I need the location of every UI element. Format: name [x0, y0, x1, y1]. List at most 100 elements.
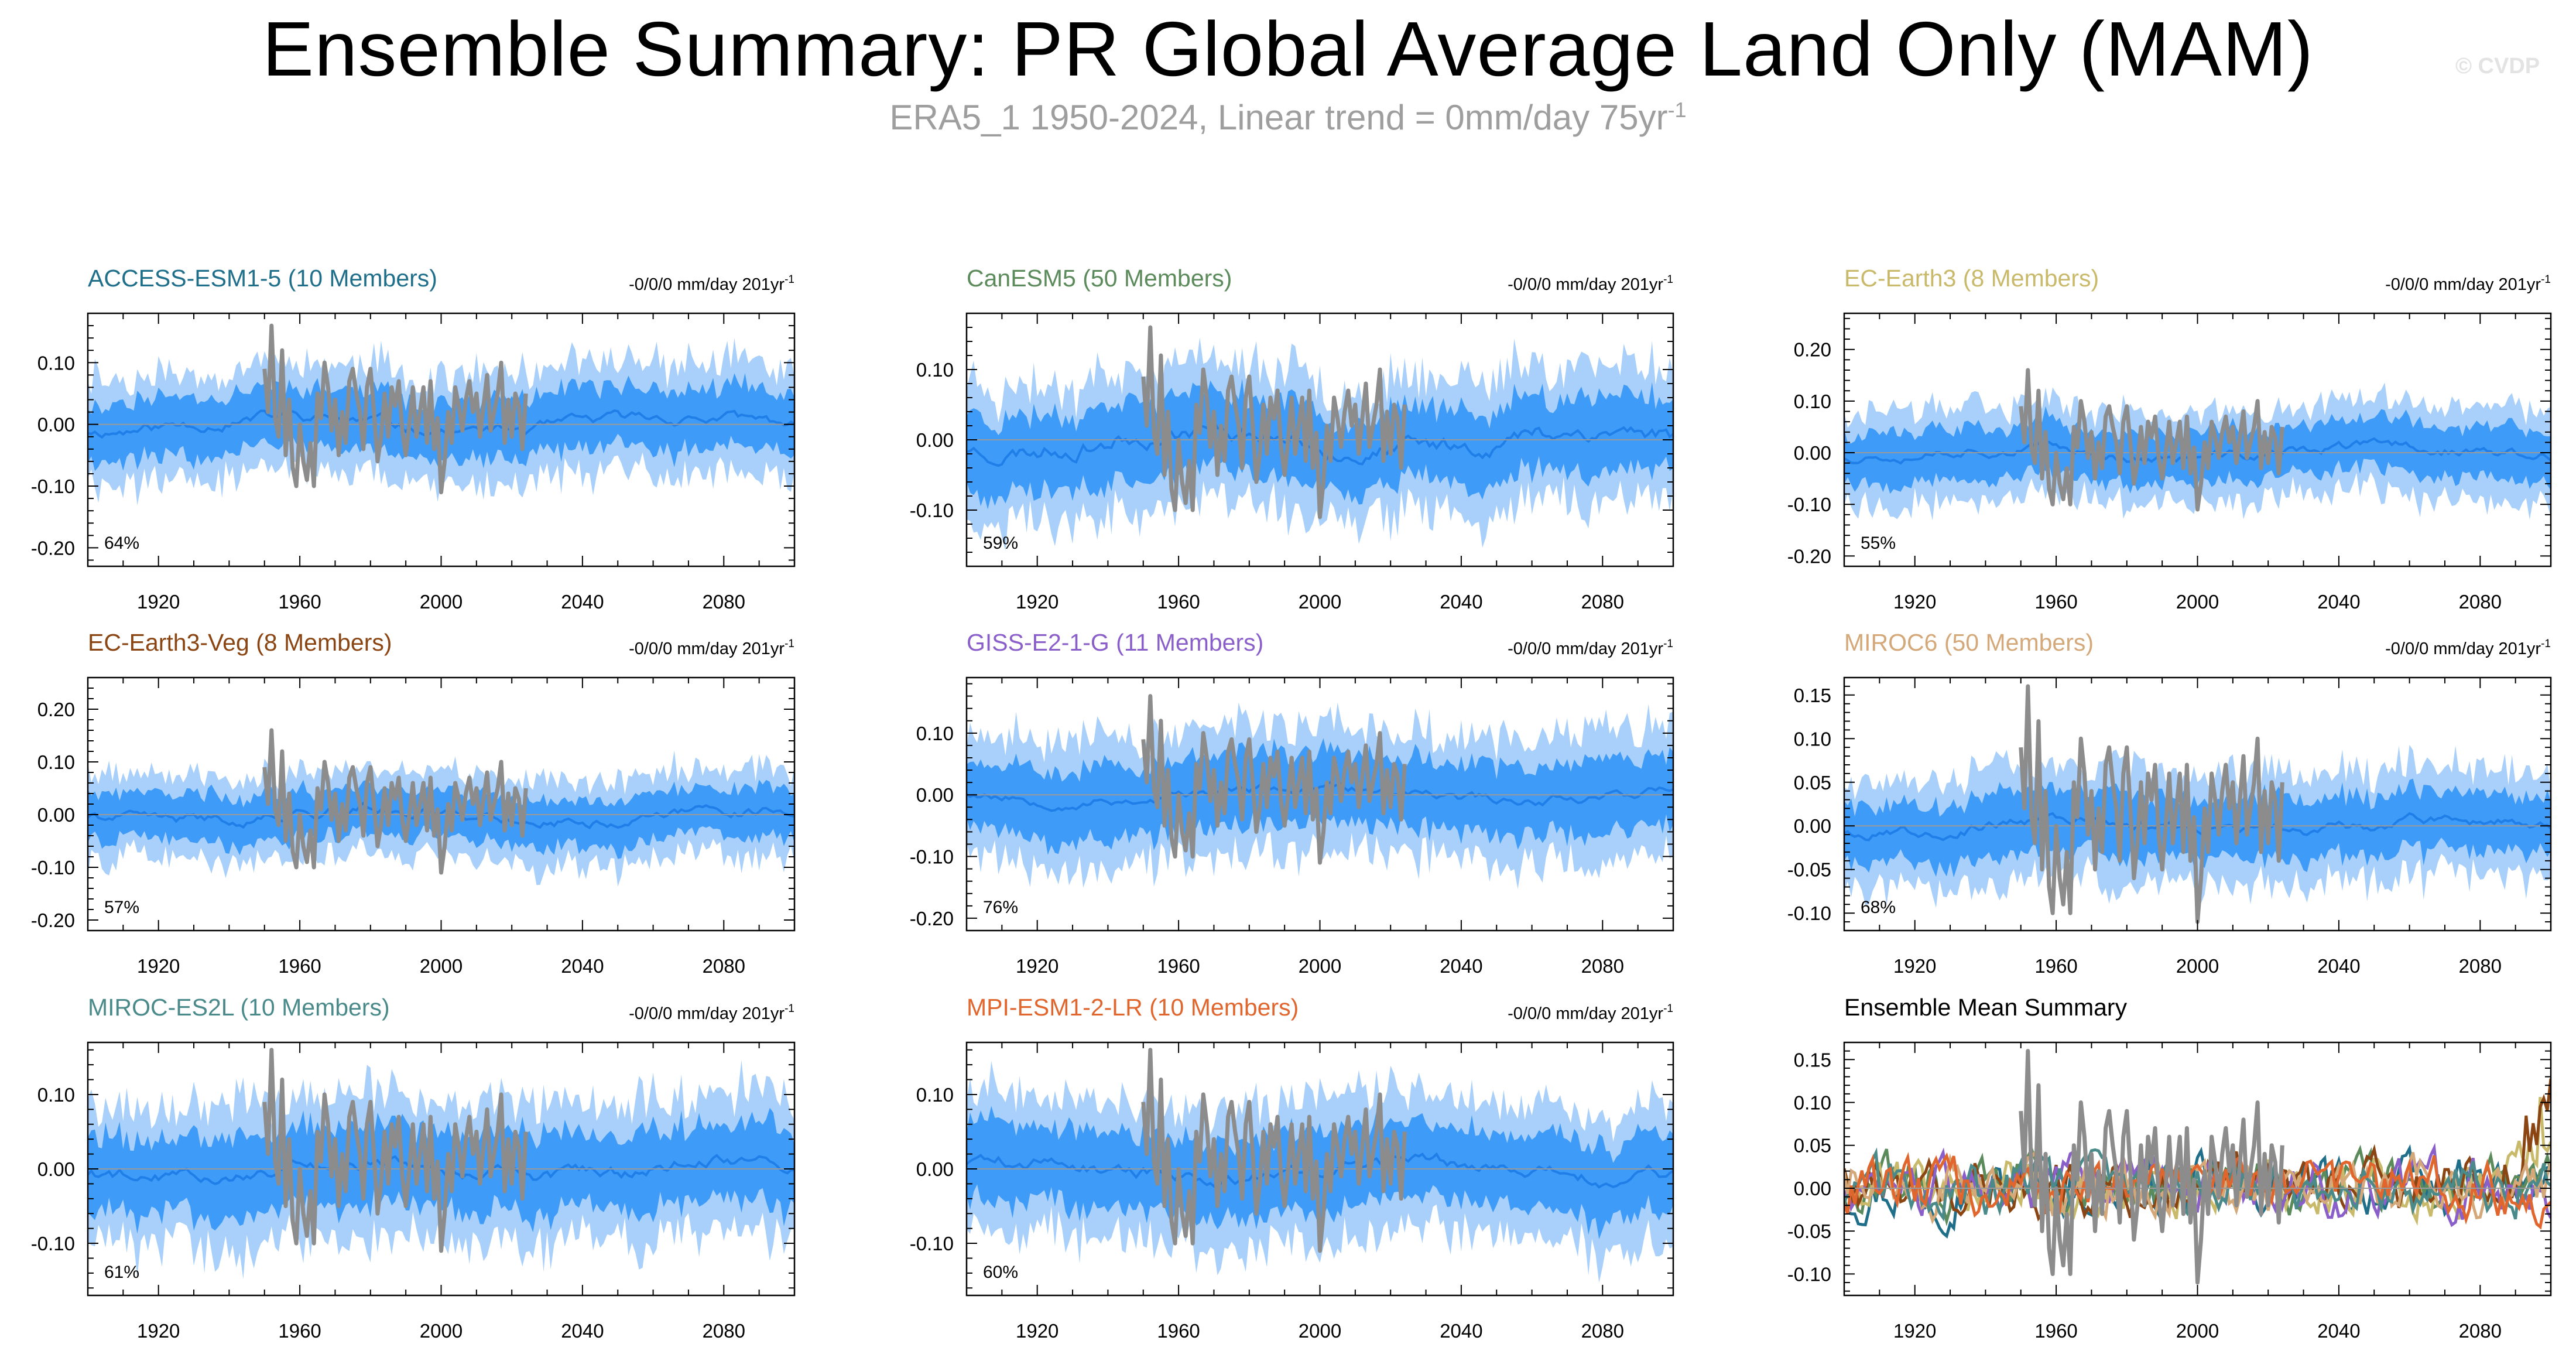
y-tick-label: 0.00: [916, 429, 954, 451]
y-tick-label: -0.10: [910, 846, 954, 868]
x-tick-label: 1920: [1893, 955, 1936, 977]
y-tick-label: 0.00: [916, 784, 954, 806]
panel-data: [1844, 368, 2551, 521]
y-tick-label: -0.10: [910, 1233, 954, 1254]
y-tick-label: 0.10: [37, 751, 75, 773]
trend-text: -0/0/0 mm/day 201yr: [629, 640, 785, 658]
panel-title: GISS-E2-1-G (11 Members): [967, 629, 1263, 656]
observation-line: [2019, 1049, 2284, 1285]
y-tick-label: 0.10: [916, 723, 954, 744]
trend-text: -0/0/0 mm/day 201yr: [1508, 1004, 1663, 1023]
y-tick-label: 0.10: [1794, 1092, 1831, 1114]
trend-superscript: -1: [1663, 1003, 1673, 1015]
panel-title: ACCESS-ESM1-5 (10 Members): [88, 265, 437, 292]
trend-text: -0/0/0 mm/day 201yr: [1508, 640, 1663, 658]
x-tick-label: 2040: [1440, 1320, 1482, 1342]
x-tick-label: 2040: [561, 591, 604, 613]
x-tick-label: 1960: [278, 591, 321, 613]
trend-text: -0/0/0 mm/day 201yr: [629, 1004, 785, 1023]
x-tick-label: 2080: [1581, 591, 1624, 613]
panel-title: MIROC-ES2L (10 Members): [88, 994, 390, 1021]
panel-trend-label: -0/0/0 mm/day 201yr-1: [1508, 638, 1673, 658]
trend-superscript: -1: [785, 638, 794, 650]
panel-title: MIROC6 (50 Members): [1844, 629, 2094, 656]
panel-percent-label: 68%: [1861, 898, 1896, 917]
y-tick-label: 0.10: [1794, 728, 1831, 750]
x-tick-label: 1960: [1157, 955, 1200, 977]
x-tick-label: 2000: [420, 1320, 463, 1342]
x-tick-label: 2000: [420, 955, 463, 977]
y-tick-label: -0.05: [1787, 859, 1831, 881]
panel-data: [88, 1048, 794, 1280]
subtitle-text: ERA5_1 1950-2024, Linear trend = 0mm/day…: [889, 98, 1668, 137]
y-tick-label: 0.00: [1794, 442, 1831, 464]
panel-mpi: MPI-ESM1-2-LR (10 Members) -0/0/0 mm/day …: [910, 994, 1674, 1342]
x-tick-label: 2040: [561, 955, 604, 977]
x-tick-label: 2000: [420, 591, 463, 613]
model-mean-line-8: [1844, 1151, 2551, 1230]
x-tick-label: 2000: [2176, 955, 2219, 977]
trend-superscript: -1: [785, 273, 794, 286]
panel-summary: Ensemble Mean Summary 1920 1960 2000 2040 208…: [1787, 994, 2552, 1342]
panel-title: EC-Earth3 (8 Members): [1844, 265, 2099, 292]
y-tick-label: 0.10: [37, 352, 75, 374]
y-tick-label: 0.00: [916, 1158, 954, 1180]
trend-text: -0/0/0 mm/day 201yr: [629, 275, 785, 294]
ensemble-mean-line: [1844, 812, 2551, 842]
ensemble-mean-line: [967, 1152, 1673, 1189]
trend-text: -0/0/0 mm/day 201yr: [1508, 275, 1663, 294]
panel-trend-label: -0/0/0 mm/day 201yr-1: [629, 1003, 794, 1023]
y-tick-label: 0.10: [37, 1084, 75, 1106]
ensemble-mean-line: [967, 781, 1673, 812]
panel-trend-label: -0/0/0 mm/day 201yr-1: [629, 638, 794, 658]
y-tick-label: 0.20: [37, 699, 75, 720]
y-tick-label: -0.05: [1787, 1220, 1831, 1242]
x-tick-label: 2000: [1299, 1320, 1341, 1342]
panel-miroces2l: MIROC-ES2L (10 Members) -0/0/0 mm/day 201…: [31, 994, 796, 1342]
trend-superscript: -1: [2541, 638, 2551, 650]
x-tick-label: 1960: [278, 955, 321, 977]
x-tick-label: 1920: [1893, 591, 1936, 613]
y-tick-label: -0.10: [1787, 494, 1831, 515]
panel-data: [967, 1048, 1673, 1283]
panel-percent-label: 60%: [983, 1263, 1018, 1282]
y-tick-label: 0.15: [1794, 1049, 1831, 1071]
trend-superscript: -1: [785, 1003, 794, 1015]
x-tick-label: 2040: [561, 1320, 604, 1342]
x-tick-label: 2080: [703, 1320, 745, 1342]
observation-line: [1141, 325, 1407, 519]
x-tick-label: 2000: [1299, 591, 1341, 613]
x-tick-label: 2080: [1581, 1320, 1624, 1342]
trend-superscript: -1: [1663, 273, 1673, 286]
x-tick-label: 2080: [1581, 955, 1624, 977]
panel-data: [88, 728, 794, 887]
panel-trend-label: -0/0/0 mm/day 201yr-1: [1508, 1003, 1673, 1023]
panel-percent-label: 76%: [983, 898, 1018, 917]
trend-text: -0/0/0 mm/day 201yr: [2385, 640, 2541, 658]
x-tick-label: 1920: [1016, 1320, 1059, 1342]
ensemble-iqr-band: [967, 1106, 1673, 1239]
panel-data: [88, 323, 794, 505]
x-tick-label: 2040: [2317, 1320, 2360, 1342]
panel-ecearth3: EC-Earth3 (8 Members) -0/0/0 mm/day 201yr…: [1787, 265, 2552, 613]
observation-line: [1141, 694, 1407, 865]
ensemble-mean-line: [967, 419, 1673, 467]
panel-percent-label: 57%: [104, 898, 139, 917]
x-tick-label: 2040: [2317, 955, 2360, 977]
y-tick-label: -0.10: [1787, 902, 1831, 924]
x-tick-label: 2000: [2176, 1320, 2219, 1342]
y-tick-label: 0.15: [1794, 685, 1831, 706]
y-tick-label: -0.20: [31, 909, 75, 931]
panel-giss: GISS-E2-1-G (11 Members) -0/0/0 mm/day 20…: [910, 629, 1674, 977]
y-tick-label: 0.00: [1794, 1178, 1831, 1199]
y-tick-label: -0.20: [31, 537, 75, 559]
x-tick-label: 2080: [2459, 591, 2502, 613]
x-tick-label: 1960: [2034, 955, 2077, 977]
y-tick-label: 0.20: [1794, 339, 1831, 361]
panel-title: EC-Earth3-Veg (8 Members): [88, 629, 392, 656]
panel-title: Ensemble Mean Summary: [1844, 994, 2128, 1021]
y-tick-label: -0.10: [910, 500, 954, 521]
y-tick-label: 0.00: [1794, 815, 1831, 837]
page-subtitle: ERA5_1 1950-2024, Linear trend = 0mm/day…: [0, 97, 2576, 138]
